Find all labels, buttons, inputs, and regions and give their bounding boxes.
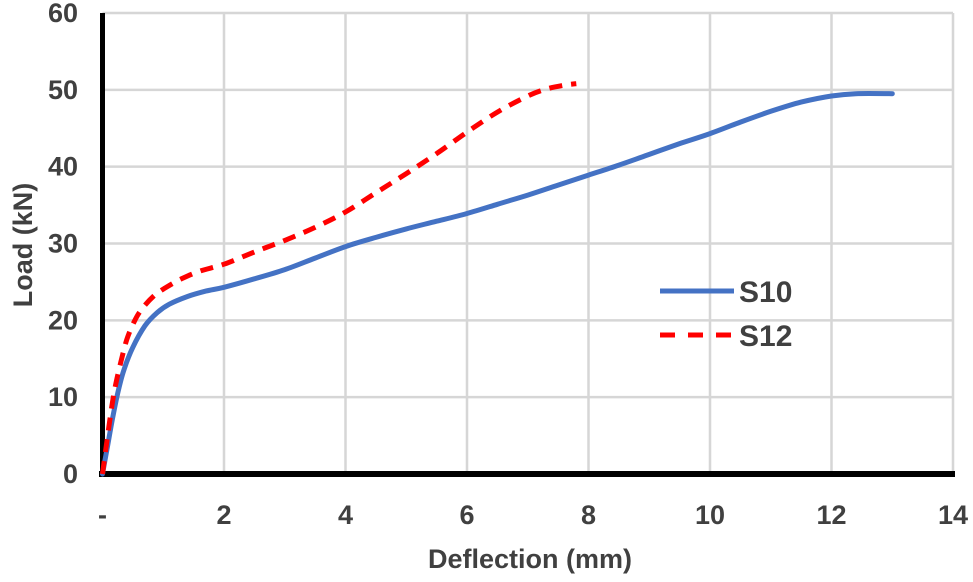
- axes: [99, 13, 955, 477]
- y-tick-label-50: 50: [48, 75, 78, 105]
- x-tick-label-14: 14: [938, 500, 968, 530]
- y-tick-label-60: 60: [48, 0, 78, 28]
- x-tick-label-0: -: [98, 500, 107, 530]
- legend: S10 S12: [660, 276, 792, 353]
- y-axis-tick-labels: 0 10 20 30 40 50 60: [48, 0, 78, 489]
- x-tick-label-2: 2: [216, 500, 231, 530]
- x-tick-label-4: 4: [338, 500, 353, 530]
- gridlines: [102, 11, 955, 474]
- y-tick-label-20: 20: [48, 305, 78, 335]
- legend-s12-label: S12: [739, 320, 792, 353]
- x-axis-tick-labels: - 2 4 6 8 10 12 14: [98, 500, 968, 530]
- legend-s10-label: S10: [739, 276, 792, 309]
- x-tick-label-8: 8: [581, 500, 596, 530]
- series-curve-s12: [100, 81, 577, 475]
- series-curves: [100, 81, 895, 477]
- y-axis-title: Load (kN): [8, 183, 38, 308]
- x-axis-title: Deflection (mm): [428, 544, 632, 574]
- y-tick-label-0: 0: [63, 459, 78, 489]
- x-tick-label-12: 12: [816, 500, 846, 530]
- y-tick-label-10: 10: [48, 382, 78, 412]
- x-tick-label-6: 6: [459, 500, 474, 530]
- y-tick-label-40: 40: [48, 152, 78, 182]
- series-curve-s10: [100, 91, 895, 477]
- y-tick-label-30: 30: [48, 229, 78, 259]
- x-tick-label-10: 10: [695, 500, 725, 530]
